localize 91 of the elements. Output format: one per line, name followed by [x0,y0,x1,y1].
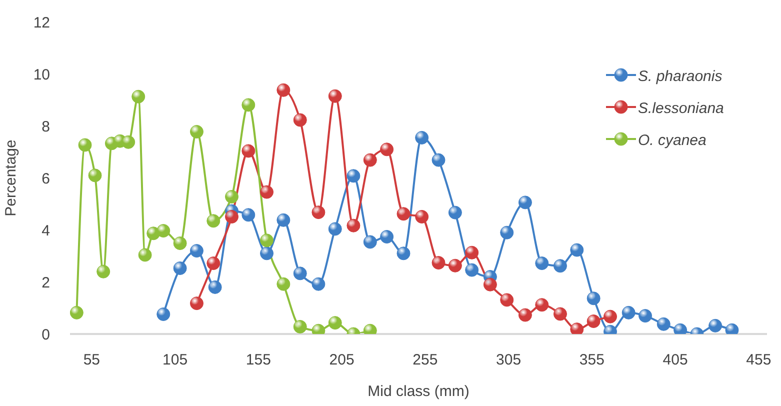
point [518,308,532,322]
point [448,206,462,220]
point [535,256,549,270]
x-tick-label: 255 [412,352,438,369]
point [535,298,549,312]
point [312,277,326,291]
point [465,246,479,260]
point [173,236,187,250]
point [156,224,170,238]
point [363,153,377,167]
point [242,144,256,158]
point [346,169,360,183]
point [190,124,204,138]
point [415,210,429,224]
y-tick-label: 10 [33,66,50,84]
point [156,307,170,321]
point [518,196,532,210]
point [380,142,394,156]
point [208,280,222,294]
point [346,218,360,232]
legend-label: S. pharaonis [638,68,722,84]
point [293,266,307,280]
point [415,130,429,144]
point [553,259,567,273]
point [483,278,497,292]
x-tick-label: 305 [496,352,522,369]
point [570,322,584,334]
legend-label: S.lessoniana [638,100,724,116]
y-tick-label: 2 [42,274,50,292]
y-tick-label: 8 [42,118,50,136]
point [328,316,342,330]
point [242,208,256,222]
point [276,213,290,227]
point [206,214,220,228]
point [78,138,92,152]
point [173,261,187,275]
point [622,306,636,320]
x-tick-label: 155 [246,352,271,369]
point [260,185,274,199]
point [448,258,462,272]
point [604,310,618,324]
y-axis-title: Percentage [2,140,20,216]
point [656,317,670,331]
point [328,222,342,236]
point [465,263,479,277]
point [293,320,307,334]
point [553,307,567,321]
point [586,314,600,328]
x-tick-label: 455 [746,352,772,369]
point [708,318,722,332]
point [293,113,307,127]
point [328,89,342,103]
point [224,210,238,224]
point [96,264,110,278]
point [190,296,204,310]
point [396,246,410,260]
point [132,90,146,104]
point [500,226,514,240]
point [638,309,652,323]
point [432,256,446,270]
point [206,256,220,270]
point [380,230,394,244]
point [570,243,584,257]
point [242,98,256,112]
x-tick-label: 405 [662,352,688,369]
point [88,168,102,182]
point [70,306,84,320]
point [260,246,274,260]
point [276,83,290,97]
point [500,293,514,307]
x-tick-label: 205 [329,352,354,369]
point [190,244,204,258]
point [276,277,290,291]
point [396,207,410,221]
point [122,135,136,149]
x-tick-label: 355 [579,352,604,369]
point [224,190,238,204]
x-tick-label: 55 [83,352,100,369]
point [363,235,377,249]
point [432,153,446,167]
x-axis-title: Mid class (mm) [368,383,470,400]
legend-label: O. cyanea [638,132,706,148]
point [312,206,326,220]
y-tick-label: 12 [33,14,50,32]
y-tick-label: 0 [42,326,50,344]
y-tick-label: 6 [42,170,50,188]
point [138,248,152,262]
y-tick-label: 4 [42,222,50,240]
point [260,234,274,248]
point [586,292,600,306]
x-tick-label: 105 [162,352,188,369]
